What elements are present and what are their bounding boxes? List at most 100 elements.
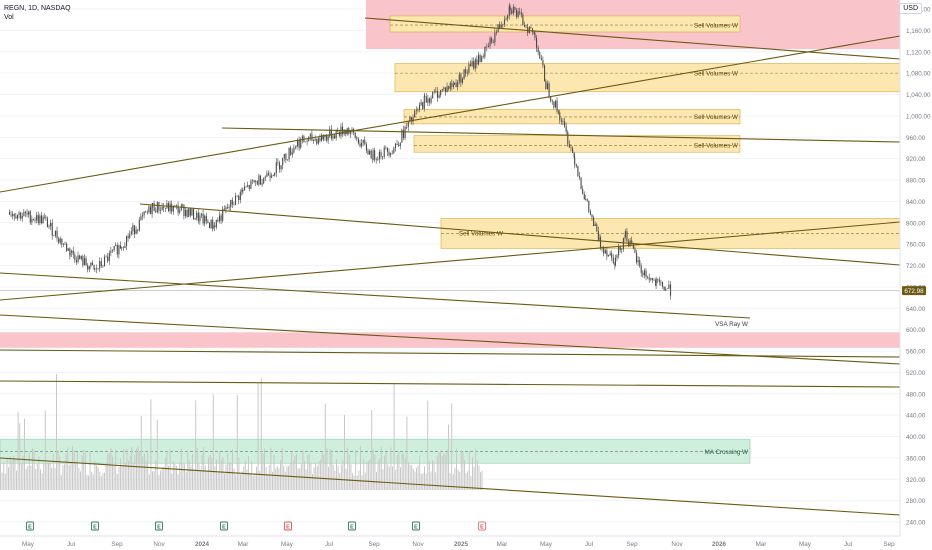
candle-body (288, 147, 290, 160)
volume-bar (312, 473, 313, 490)
currency-button[interactable]: USD (899, 3, 922, 14)
volume-bar (211, 458, 213, 490)
candle-body (264, 176, 266, 179)
volume-bar (304, 461, 305, 490)
volume-bar (441, 456, 443, 490)
candle-body (438, 95, 440, 98)
volume-bar (384, 455, 385, 490)
trendlines[interactable] (0, 17, 901, 516)
candle-body (159, 210, 162, 211)
earnings-marker[interactable]: E (220, 521, 228, 531)
volume-bar (134, 454, 136, 490)
candle-body (183, 204, 185, 216)
candle-body (502, 24, 504, 26)
volume-bar (76, 452, 78, 490)
candle-body (26, 213, 28, 215)
candle-body (275, 162, 277, 174)
candle-body (545, 81, 547, 90)
volume-bar (169, 449, 171, 490)
volume-bar (257, 382, 259, 490)
candle-body (554, 100, 557, 108)
candle-body (149, 206, 152, 215)
last-price-tag[interactable] (902, 286, 926, 296)
earnings-marker[interactable]: E (412, 521, 420, 531)
x-tick-label: Mar (497, 541, 508, 548)
volume-bar (270, 447, 272, 490)
trendline[interactable] (221, 127, 901, 143)
earnings-marker[interactable]: E (91, 521, 99, 531)
candle-body (487, 45, 490, 48)
candle-body (247, 185, 249, 187)
volume-bar (353, 475, 355, 490)
candle-body (29, 211, 31, 223)
earnings-marker[interactable]: E (348, 521, 356, 531)
candle-body (484, 47, 486, 57)
earnings-marker[interactable]: E (26, 521, 34, 531)
candle-body (238, 195, 240, 201)
candle-body (465, 69, 467, 73)
trendline[interactable] (139, 203, 901, 266)
candle-body (169, 203, 171, 212)
earnings-marker[interactable]: E (155, 521, 163, 531)
candle-body (528, 27, 530, 33)
volume-bar (372, 449, 374, 490)
candle-body (588, 200, 590, 212)
volume-bar (16, 470, 17, 490)
symbol-label[interactable]: REGN, 1D, NASDAQ (4, 5, 71, 12)
y-tick-label: 520.00 (906, 370, 926, 377)
volume-bar (200, 469, 201, 490)
volume-bar (107, 453, 109, 490)
volume-label[interactable]: Vol (4, 14, 14, 21)
volume-bar (452, 474, 454, 490)
volume-bar (196, 447, 198, 490)
volume-bar (222, 457, 224, 490)
candle-body (593, 217, 595, 226)
volume-bar (440, 449, 441, 490)
candle-body (296, 145, 298, 147)
candle-body (606, 250, 608, 257)
candle-body (647, 276, 649, 278)
trendline[interactable] (0, 457, 901, 516)
candle-body (189, 208, 191, 216)
volume-bar (329, 448, 331, 490)
candle-body (621, 248, 623, 251)
trendline[interactable] (0, 272, 751, 319)
earnings-marker[interactable]: E (284, 521, 292, 531)
candle-body (544, 65, 546, 82)
candle-body (486, 46, 488, 48)
volume-bar (190, 465, 192, 490)
time-axis[interactable]: May Jul Sep Nov 2024 Mar May Jul Sep Nov 2025 Mar Ma… (0, 535, 900, 548)
volume-bar (331, 449, 333, 490)
price-axis[interactable]: 1,200.001,160.001,120.001,080.001,040.00… (899, 0, 931, 536)
candle-body (204, 215, 206, 224)
candle-body (188, 208, 190, 217)
volume-bar (382, 469, 384, 490)
candle-body (359, 143, 361, 147)
candle-body (508, 6, 510, 16)
sell-volume-label: Sell Volumes W (694, 22, 738, 29)
earnings-marker[interactable]: E (478, 521, 486, 531)
trendline[interactable] (364, 17, 901, 60)
volume-bar (297, 468, 299, 490)
candle-body (568, 144, 570, 148)
candle-body (618, 246, 620, 256)
trendline[interactable] (0, 221, 901, 301)
volume-bar (457, 469, 459, 490)
trendline[interactable] (0, 349, 901, 358)
trendline[interactable] (0, 35, 901, 193)
volume-bar (355, 449, 357, 490)
candle-body (666, 288, 668, 290)
volume-bar (41, 473, 43, 490)
candle-body (560, 120, 562, 122)
volume-bar (340, 464, 342, 490)
volume-bar (396, 454, 398, 490)
trendline[interactable] (0, 380, 901, 388)
candle-body (95, 268, 98, 270)
volume-bar (216, 459, 217, 490)
candle-body (365, 144, 367, 151)
candle-body (285, 153, 287, 160)
y-tick-label: 320.00 (906, 477, 926, 484)
volume-bar (25, 469, 27, 490)
